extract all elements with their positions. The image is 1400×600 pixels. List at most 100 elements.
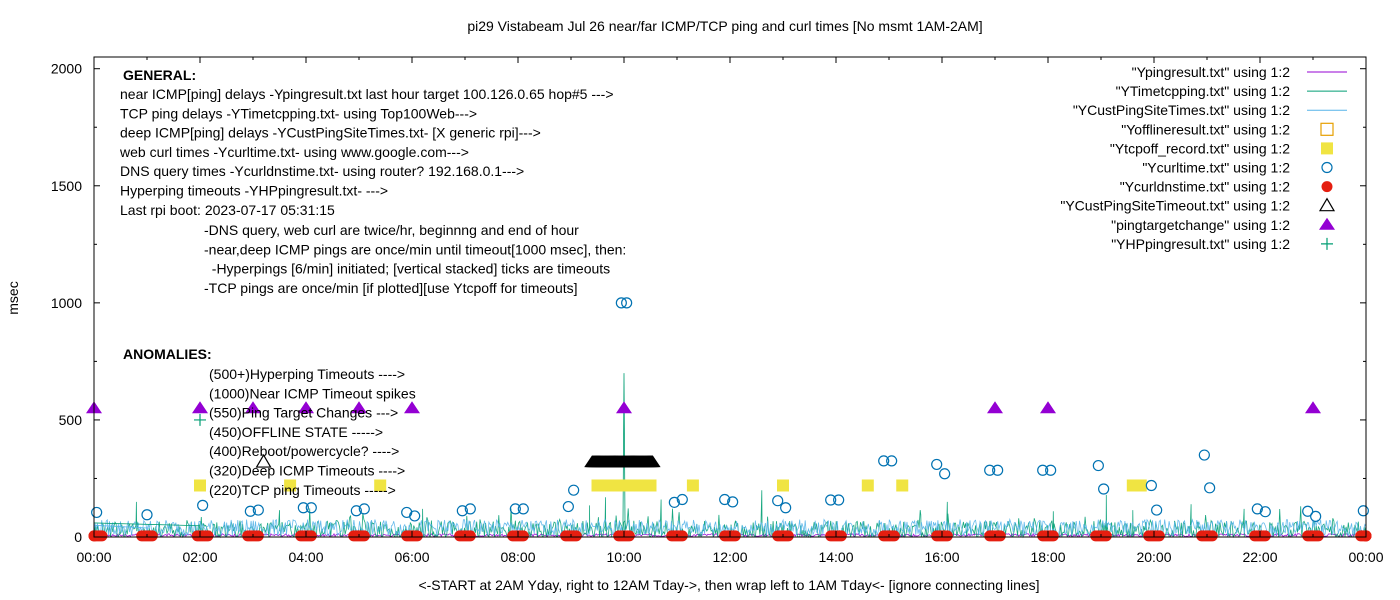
data-point xyxy=(1302,505,1314,517)
data-point xyxy=(772,495,784,507)
data-point xyxy=(202,530,214,542)
annotations: GENERAL: near ICMP[ping] delays -Ypingres… xyxy=(119,67,626,498)
data-point xyxy=(305,502,317,514)
data-point xyxy=(602,479,615,492)
data-point xyxy=(833,494,845,506)
y-tick-label: 1000 xyxy=(51,295,82,311)
legend-label: "YCustPingSiteTimes.txt" using 1:2 xyxy=(1073,102,1290,118)
data-point xyxy=(1259,530,1271,542)
legend-label: "Yofflineresult.txt" using 1:2 xyxy=(1121,121,1290,137)
data-point xyxy=(994,530,1006,542)
data-point xyxy=(456,505,468,517)
data-point xyxy=(464,530,476,542)
general-line: web curl times -Ycurltime.txt- using www… xyxy=(119,144,469,160)
x-tick-label: 12:00 xyxy=(712,549,747,565)
data-point xyxy=(729,530,741,542)
data-point xyxy=(616,401,632,414)
x-tick-label: 10:00 xyxy=(606,549,641,565)
data-point xyxy=(358,530,370,542)
data-point xyxy=(727,496,739,508)
data-point xyxy=(861,479,874,492)
legend-label: "Ycurldnstime.txt" using 1:2 xyxy=(1120,179,1290,195)
data-point xyxy=(668,496,680,508)
legend-swatch xyxy=(1319,217,1335,230)
anomaly-line: (450)OFFLINE STATE -----> xyxy=(209,424,383,440)
data-point xyxy=(835,530,847,542)
y-axis-label: msec xyxy=(5,281,21,314)
general-line: TCP ping delays -YTimetcpping.txt- using… xyxy=(120,105,477,121)
data-point xyxy=(1310,510,1322,522)
data-point xyxy=(244,505,256,517)
data-point xyxy=(1145,479,1157,492)
legend-swatch xyxy=(1321,237,1333,250)
series-line xyxy=(622,373,626,532)
legend-label: "pingtargetchange" using 1:2 xyxy=(1111,217,1290,233)
anomaly-line: (1000)Near ICMP Timeout spikes xyxy=(209,385,416,401)
y-axis-ticks: 0 500 1000 1500 2000 xyxy=(51,61,1366,545)
data-point xyxy=(623,530,635,542)
data-point xyxy=(777,479,789,492)
data-point xyxy=(1206,530,1218,542)
general-line: near ICMP[ping] delays -Ypingresult.txt … xyxy=(120,86,614,102)
x-tick-label: 16:00 xyxy=(924,549,959,565)
data-point xyxy=(255,453,272,468)
anomaly-line: (320)Deep ICMP Timeouts ----> xyxy=(209,463,405,479)
data-point xyxy=(644,479,657,492)
data-point xyxy=(886,455,898,467)
data-point xyxy=(1259,506,1271,518)
data-point xyxy=(141,509,153,521)
general-line: Last rpi boot: 2023-07-17 05:31:15 xyxy=(120,202,335,218)
anomalies-heading: ANOMALIES: xyxy=(123,346,212,362)
series-line xyxy=(93,524,150,529)
x-tick-label: 00:00 xyxy=(76,549,111,565)
data-point xyxy=(686,479,699,492)
legend-label: "YHPpingresult.txt" using 1:2 xyxy=(1111,236,1290,252)
data-point xyxy=(676,530,688,542)
data-point xyxy=(350,505,362,517)
note-line: -TCP pings are once/min [if plotted][use… xyxy=(204,280,578,296)
general-heading: GENERAL: xyxy=(123,67,196,83)
x-axis-ticks: 00:00 02:00 04:00 06:00 08:00 10:00 12:00 14:00… xyxy=(76,57,1384,565)
data-point xyxy=(197,499,209,511)
data-point xyxy=(1251,503,1263,515)
data-point xyxy=(878,455,890,467)
data-point xyxy=(1045,464,1057,476)
legend-label: "Ytcpoff_record.txt" using 1:2 xyxy=(1110,140,1290,156)
data-point xyxy=(96,530,108,542)
legend-swatch xyxy=(1318,197,1336,212)
data-point xyxy=(992,464,1004,476)
data-point xyxy=(568,484,580,496)
series-line xyxy=(93,522,201,527)
data-point xyxy=(298,401,314,414)
data-point xyxy=(1092,459,1104,472)
data-point xyxy=(517,503,529,515)
data-point xyxy=(351,401,367,414)
data-point xyxy=(931,458,943,471)
general-line: deep ICMP[ping] delays -YCustPingSiteTim… xyxy=(120,125,541,141)
legend-swatch xyxy=(1321,142,1333,155)
x-tick-label: 08:00 xyxy=(500,549,535,565)
data-point xyxy=(252,530,264,542)
data-point xyxy=(591,479,604,492)
data-point xyxy=(464,503,476,515)
data-point xyxy=(194,413,206,426)
data-point xyxy=(941,530,953,542)
data-point xyxy=(984,464,996,476)
data-point xyxy=(782,530,794,542)
x-tick-label: 20:00 xyxy=(1136,549,1171,565)
data-point xyxy=(780,502,792,514)
data-point xyxy=(888,530,900,542)
legend: "Ypingresult.txt" using 1:2 "YTimetcpping… xyxy=(1060,64,1347,252)
data-point xyxy=(192,401,208,414)
anomaly-line: (400)Reboot/powercycle? ----> xyxy=(209,443,399,459)
anomaly-line: (500+)Hyperping Timeouts ----> xyxy=(209,366,405,382)
data-point xyxy=(91,506,103,519)
legend-label: "Ypingresult.txt" using 1:2 xyxy=(1132,64,1291,80)
data-point xyxy=(1134,479,1147,492)
chart-title: pi29 Vistabeam Jul 26 near/far ICMP/TCP … xyxy=(467,18,982,34)
note-line: -near,deep ICMP pings are once/min until… xyxy=(204,241,626,257)
x-axis-label: <-START at 2AM Yday, right to 12AM Tday-… xyxy=(418,577,1039,593)
data-point xyxy=(1037,464,1049,476)
data-point xyxy=(1100,530,1112,542)
